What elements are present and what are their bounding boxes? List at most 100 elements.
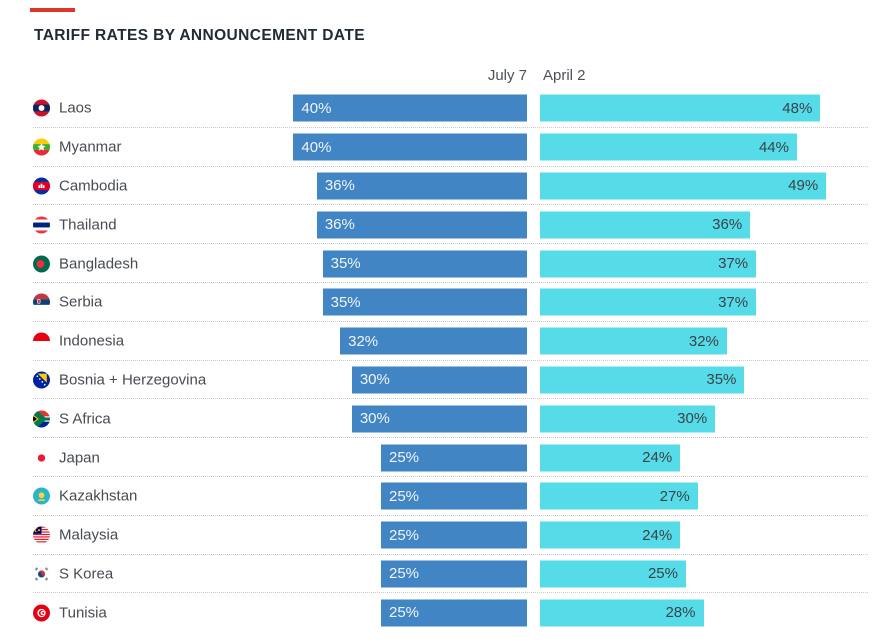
april2-bar: 35% (540, 366, 745, 394)
april2-value-label: 37% (718, 293, 749, 311)
country-label: Malaysia (59, 526, 119, 544)
july7-value-label: 30% (359, 371, 390, 389)
malaysia-flag-icon (33, 526, 50, 544)
row-malaysia: Malaysia 25% 24% (0, 516, 880, 555)
july7-value-label: 35% (330, 293, 361, 311)
july7-bar: 25% (381, 560, 527, 588)
column-header-july7: July 7 (487, 67, 527, 84)
kazakhstan-flag-icon (33, 487, 50, 505)
country-label: Indonesia (59, 332, 125, 350)
april2-value-label: 25% (647, 565, 678, 583)
country-label: Japan (59, 449, 100, 467)
japan-flag-icon (33, 449, 50, 467)
country-label: Tunisia (59, 604, 107, 622)
country-label: Serbia (59, 293, 103, 311)
april2-value-label: 36% (712, 216, 743, 234)
country-label: Cambodia (59, 177, 128, 195)
april2-value-label: 49% (788, 177, 819, 195)
april2-bar: 44% (540, 133, 797, 161)
july7-bar: 25% (381, 444, 527, 472)
april2-bar: 37% (540, 288, 757, 316)
country-label: Kazakhstan (59, 487, 138, 505)
july7-bar: 30% (351, 366, 527, 394)
april2-value-label: 27% (659, 487, 690, 505)
april2-bar: 24% (540, 521, 681, 549)
july7-bar: 32% (340, 327, 527, 355)
april2-bar: 32% (540, 327, 727, 355)
april2-value-label: 44% (758, 138, 789, 156)
april2-value-label: 24% (642, 449, 673, 467)
country-label: Bosnia + Herzegovina (59, 371, 207, 389)
april2-value-label: 28% (665, 604, 696, 622)
july7-bar: 36% (316, 211, 527, 239)
row-serbia: Serbia 35% 37% (0, 283, 880, 322)
south-korea-flag-icon (33, 565, 50, 583)
april2-bar: 37% (540, 250, 757, 278)
july7-bar: 25% (381, 599, 527, 627)
april2-value-label: 48% (782, 99, 813, 117)
myanmar-flag-icon (33, 138, 50, 156)
april2-value-label: 35% (706, 371, 737, 389)
april2-bar: 36% (540, 211, 751, 239)
july7-value-label: 40% (301, 138, 332, 156)
country-label: Laos (59, 99, 92, 117)
july7-value-label: 25% (389, 449, 420, 467)
rows-list: Laos 40% 48% Myanmar 40% 44% Cambodia 36% 49% Tha… (0, 89, 880, 632)
july7-value-label: 36% (324, 177, 355, 195)
july7-value-label: 36% (324, 216, 355, 234)
april2-bar: 30% (540, 405, 716, 433)
july7-value-label: 40% (301, 99, 332, 117)
country-label: S Korea (59, 565, 114, 583)
row-south-africa: S Africa 30% 30% (0, 399, 880, 438)
april2-bar: 24% (540, 444, 681, 472)
april2-bar: 49% (540, 172, 827, 200)
july7-bar: 35% (322, 288, 527, 316)
july7-value-label: 32% (348, 332, 379, 350)
july7-value-label: 25% (389, 526, 420, 544)
july7-bar: 35% (322, 250, 527, 278)
row-tunisia: Tunisia 25% 28% (0, 593, 880, 632)
july7-value-label: 25% (389, 487, 420, 505)
april2-value-label: 37% (718, 255, 749, 273)
thailand-flag-icon (33, 216, 50, 234)
july7-value-label: 25% (389, 604, 420, 622)
row-laos: Laos 40% 48% (0, 89, 880, 128)
serbia-flag-icon (33, 293, 50, 311)
july7-value-label: 25% (389, 565, 420, 583)
july7-value-label: 30% (359, 410, 390, 428)
row-bosnia: Bosnia + Herzegovina 30% 35% (0, 361, 880, 400)
april2-value-label: 32% (688, 332, 719, 350)
row-thailand: Thailand 36% 36% (0, 205, 880, 244)
country-label: Bangladesh (59, 255, 139, 273)
row-cambodia: Cambodia 36% 49% (0, 167, 880, 206)
bangladesh-flag-icon (33, 255, 50, 273)
south-africa-flag-icon (33, 410, 50, 428)
row-south-korea: S Korea 25% 25% (0, 555, 880, 594)
red-accent-line (30, 8, 75, 12)
row-bangladesh: Bangladesh 35% 37% (0, 244, 880, 283)
july7-bar: 25% (381, 482, 527, 510)
july7-bar: 30% (351, 405, 527, 433)
july7-value-label: 35% (330, 255, 361, 273)
july7-bar: 40% (293, 94, 527, 122)
country-label: Thailand (59, 216, 117, 234)
bosnia-flag-icon (33, 371, 50, 389)
row-japan: Japan 25% 24% (0, 438, 880, 477)
july7-bar: 25% (381, 521, 527, 549)
row-indonesia: Indonesia 32% 32% (0, 322, 880, 361)
chart-title: TARIFF RATES BY ANNOUNCEMENT DATE (34, 27, 365, 44)
april2-bar: 48% (540, 94, 821, 122)
april2-bar: 25% (540, 560, 686, 588)
april2-value-label: 24% (642, 526, 673, 544)
april2-bar: 27% (540, 482, 698, 510)
country-label: S Africa (59, 410, 111, 428)
cambodia-flag-icon (33, 177, 50, 195)
april2-value-label: 30% (677, 410, 708, 428)
row-myanmar: Myanmar 40% 44% (0, 128, 880, 167)
indonesia-flag-icon (33, 332, 50, 350)
july7-bar: 36% (316, 172, 527, 200)
row-kazakhstan: Kazakhstan 25% 27% (0, 477, 880, 516)
laos-flag-icon (33, 99, 50, 117)
tunisia-flag-icon (33, 604, 50, 622)
